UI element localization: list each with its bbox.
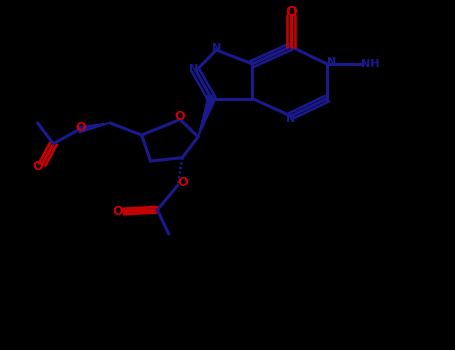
Text: O: O (175, 110, 185, 123)
Text: O: O (285, 5, 297, 19)
Text: NH: NH (361, 59, 379, 69)
Text: O: O (177, 176, 187, 189)
Text: N: N (189, 64, 198, 74)
Text: N: N (327, 57, 336, 67)
Text: N: N (205, 95, 213, 105)
Text: N: N (212, 43, 221, 53)
Text: O: O (32, 160, 43, 173)
Text: O: O (75, 121, 86, 134)
Text: O: O (113, 205, 123, 218)
Text: N: N (286, 114, 295, 124)
Polygon shape (77, 123, 110, 133)
Polygon shape (198, 98, 216, 137)
